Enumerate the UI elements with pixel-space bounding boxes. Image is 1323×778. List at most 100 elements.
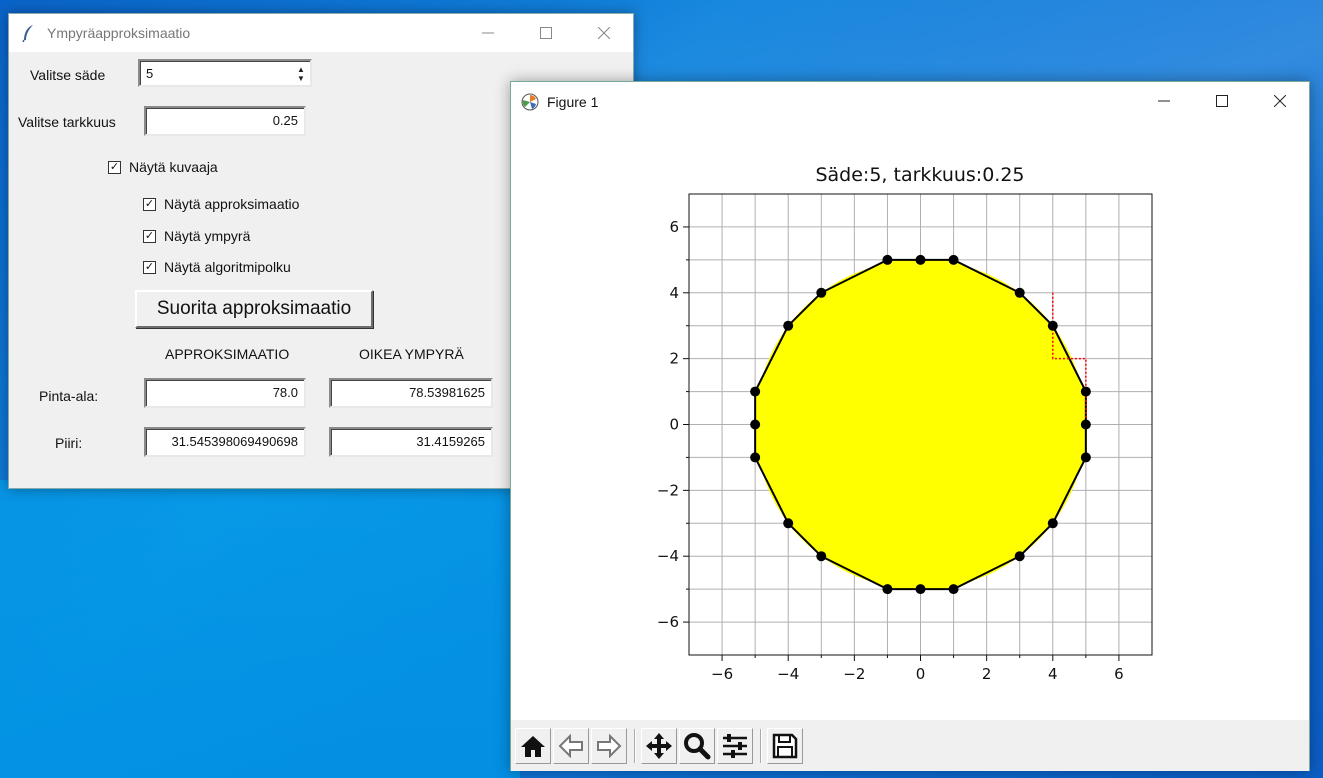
polygon-vertex-marker (882, 584, 893, 595)
maximize-icon (540, 27, 552, 39)
back-icon (558, 733, 583, 758)
save-button[interactable] (767, 727, 803, 764)
maximize-icon (1216, 95, 1228, 107)
feather-icon (22, 25, 33, 42)
forward-button[interactable] (591, 727, 627, 764)
show-circle-label: Näytä ympyrä (164, 228, 251, 244)
y-tick-label: −4 (657, 547, 679, 565)
figure-close-button[interactable] (1251, 82, 1309, 120)
perimeter-label: Piiri: (55, 435, 83, 451)
pan-button[interactable] (641, 727, 677, 764)
configure-subplots-button[interactable] (717, 727, 753, 764)
spin-up-icon[interactable]: ▲ (297, 65, 305, 74)
figure-maximize-button[interactable] (1193, 82, 1251, 120)
y-tick-label: 4 (669, 284, 679, 302)
show-algorithm-path-check-icon[interactable]: ✓ (143, 260, 156, 274)
show-circle-check-icon[interactable]: ✓ (143, 229, 156, 243)
spin-down-icon[interactable]: ▼ (297, 74, 305, 83)
minimize-icon (482, 32, 494, 34)
show-approximation-label: Näytä approksimaatio (164, 196, 300, 212)
close-icon (598, 27, 610, 39)
close-icon (1274, 95, 1286, 107)
polygon-vertex-marker (783, 320, 794, 331)
polygon-vertex-marker (1080, 452, 1091, 463)
zoom-icon (684, 732, 711, 759)
show-algorithm-path-checkbox[interactable]: ✓ Näytä algoritmipolku (143, 259, 291, 275)
desktop-background-lower (0, 480, 520, 778)
chart-title: Säde:5, tarkkuus:0.25 (815, 164, 1024, 186)
x-tick-label: −4 (777, 665, 799, 683)
approximation-column-header: APPROKSIMAATIO (165, 346, 290, 362)
back-button[interactable] (553, 727, 589, 764)
algorithm-path (1052, 292, 1087, 425)
y-tick-label: 6 (669, 218, 679, 236)
figure-minimize-button[interactable] (1135, 82, 1193, 120)
polygon-vertex-marker (1080, 386, 1091, 397)
approximation-polygon (754, 258, 1087, 591)
radius-label: Valitse säde (30, 67, 106, 83)
show-algorithm-path-label: Näytä algoritmipolku (164, 259, 291, 275)
home-icon (521, 735, 545, 757)
polygon-vertex-marker (1014, 287, 1025, 298)
precision-input[interactable]: 0.25 (144, 106, 306, 136)
home-button[interactable] (515, 727, 551, 764)
zoom-button[interactable] (679, 727, 715, 764)
show-plot-label: Näytä kuvaaja (129, 159, 218, 175)
minimize-icon (1158, 100, 1170, 102)
minimize-button[interactable] (459, 14, 517, 52)
polygon-vertex-marker (1047, 320, 1058, 331)
x-tick-label: 4 (1048, 665, 1058, 683)
run-approximation-button[interactable]: Suorita approksimaatio (135, 290, 373, 328)
show-plot-checkbox[interactable]: ✓ Näytä kuvaaja (108, 159, 218, 175)
navigation-toolbar (511, 720, 1309, 771)
x-tick-label: 0 (916, 665, 926, 683)
pan-icon (646, 732, 672, 759)
polygon-vertex-marker (915, 584, 926, 595)
figure-window: Figure 1 Säde:5, tarkkuus:0.25 −6 −4 −2 0 2 4… (510, 81, 1310, 771)
radius-value: 5 (146, 66, 154, 81)
polygon-vertex-marker (750, 452, 761, 463)
radius-spinbox[interactable]: 5 ▲ ▼ (138, 59, 312, 87)
polygon-vertex-marker (882, 254, 893, 265)
forward-icon (597, 733, 622, 758)
toolbar-separator (634, 728, 636, 763)
polygon-vertex-marker (783, 518, 794, 529)
polygon-vertex-marker (750, 386, 761, 397)
matplotlib-icon (521, 93, 539, 110)
close-button[interactable] (575, 14, 633, 52)
polygon-vertex-marker (1047, 518, 1058, 529)
polygon-vertex-marker (816, 551, 827, 562)
area-approx-field[interactable]: 78.0 (144, 378, 306, 408)
polygon-vertex-marker (816, 287, 827, 298)
figure-titlebar[interactable]: Figure 1 (511, 82, 1309, 121)
area-true-field[interactable]: 78.53981625 (329, 378, 493, 408)
show-approximation-checkbox[interactable]: ✓ Näytä approksimaatio (143, 196, 299, 212)
polygon-vertex-marker (948, 254, 959, 265)
x-tick-label: 6 (1114, 665, 1124, 683)
maximize-button[interactable] (517, 14, 575, 52)
perimeter-true-field[interactable]: 31.4159265 (329, 427, 493, 457)
y-tick-label: −2 (657, 481, 679, 499)
y-tick-label: 0 (669, 416, 679, 434)
show-plot-check-icon[interactable]: ✓ (108, 160, 121, 174)
polygon-vertex-marker (750, 419, 761, 430)
save-icon (772, 733, 798, 758)
polygon-vertex-marker (915, 254, 926, 265)
x-tick-label: −2 (843, 665, 865, 683)
precision-label: Valitse tarkkuus (18, 114, 116, 130)
show-circle-checkbox[interactable]: ✓ Näytä ympyrä (143, 228, 250, 244)
polygon-vertex-marker (1080, 419, 1091, 430)
toolbar-separator-2 (760, 728, 762, 763)
window-title: Ympyräapproksimaatio (47, 25, 191, 41)
plot-canvas[interactable]: Säde:5, tarkkuus:0.25 −6 −4 −2 0 2 4 6 6 4 2 0 −2 −4… (511, 121, 1309, 720)
perimeter-approx-field[interactable]: 31.545398069490698 (144, 427, 306, 457)
x-tick-label: 2 (982, 665, 992, 683)
y-tick-label: 2 (669, 350, 679, 368)
true-circle-column-header: OIKEA YMPYRÄ (359, 346, 464, 362)
show-approximation-check-icon[interactable]: ✓ (143, 197, 156, 211)
spinbox-arrows[interactable]: ▲ ▼ (294, 63, 308, 85)
x-tick-label: −6 (711, 665, 733, 683)
configure-icon (723, 733, 747, 758)
figure-title: Figure 1 (547, 93, 599, 110)
window-titlebar[interactable]: Ympyräapproksimaatio (9, 14, 633, 52)
